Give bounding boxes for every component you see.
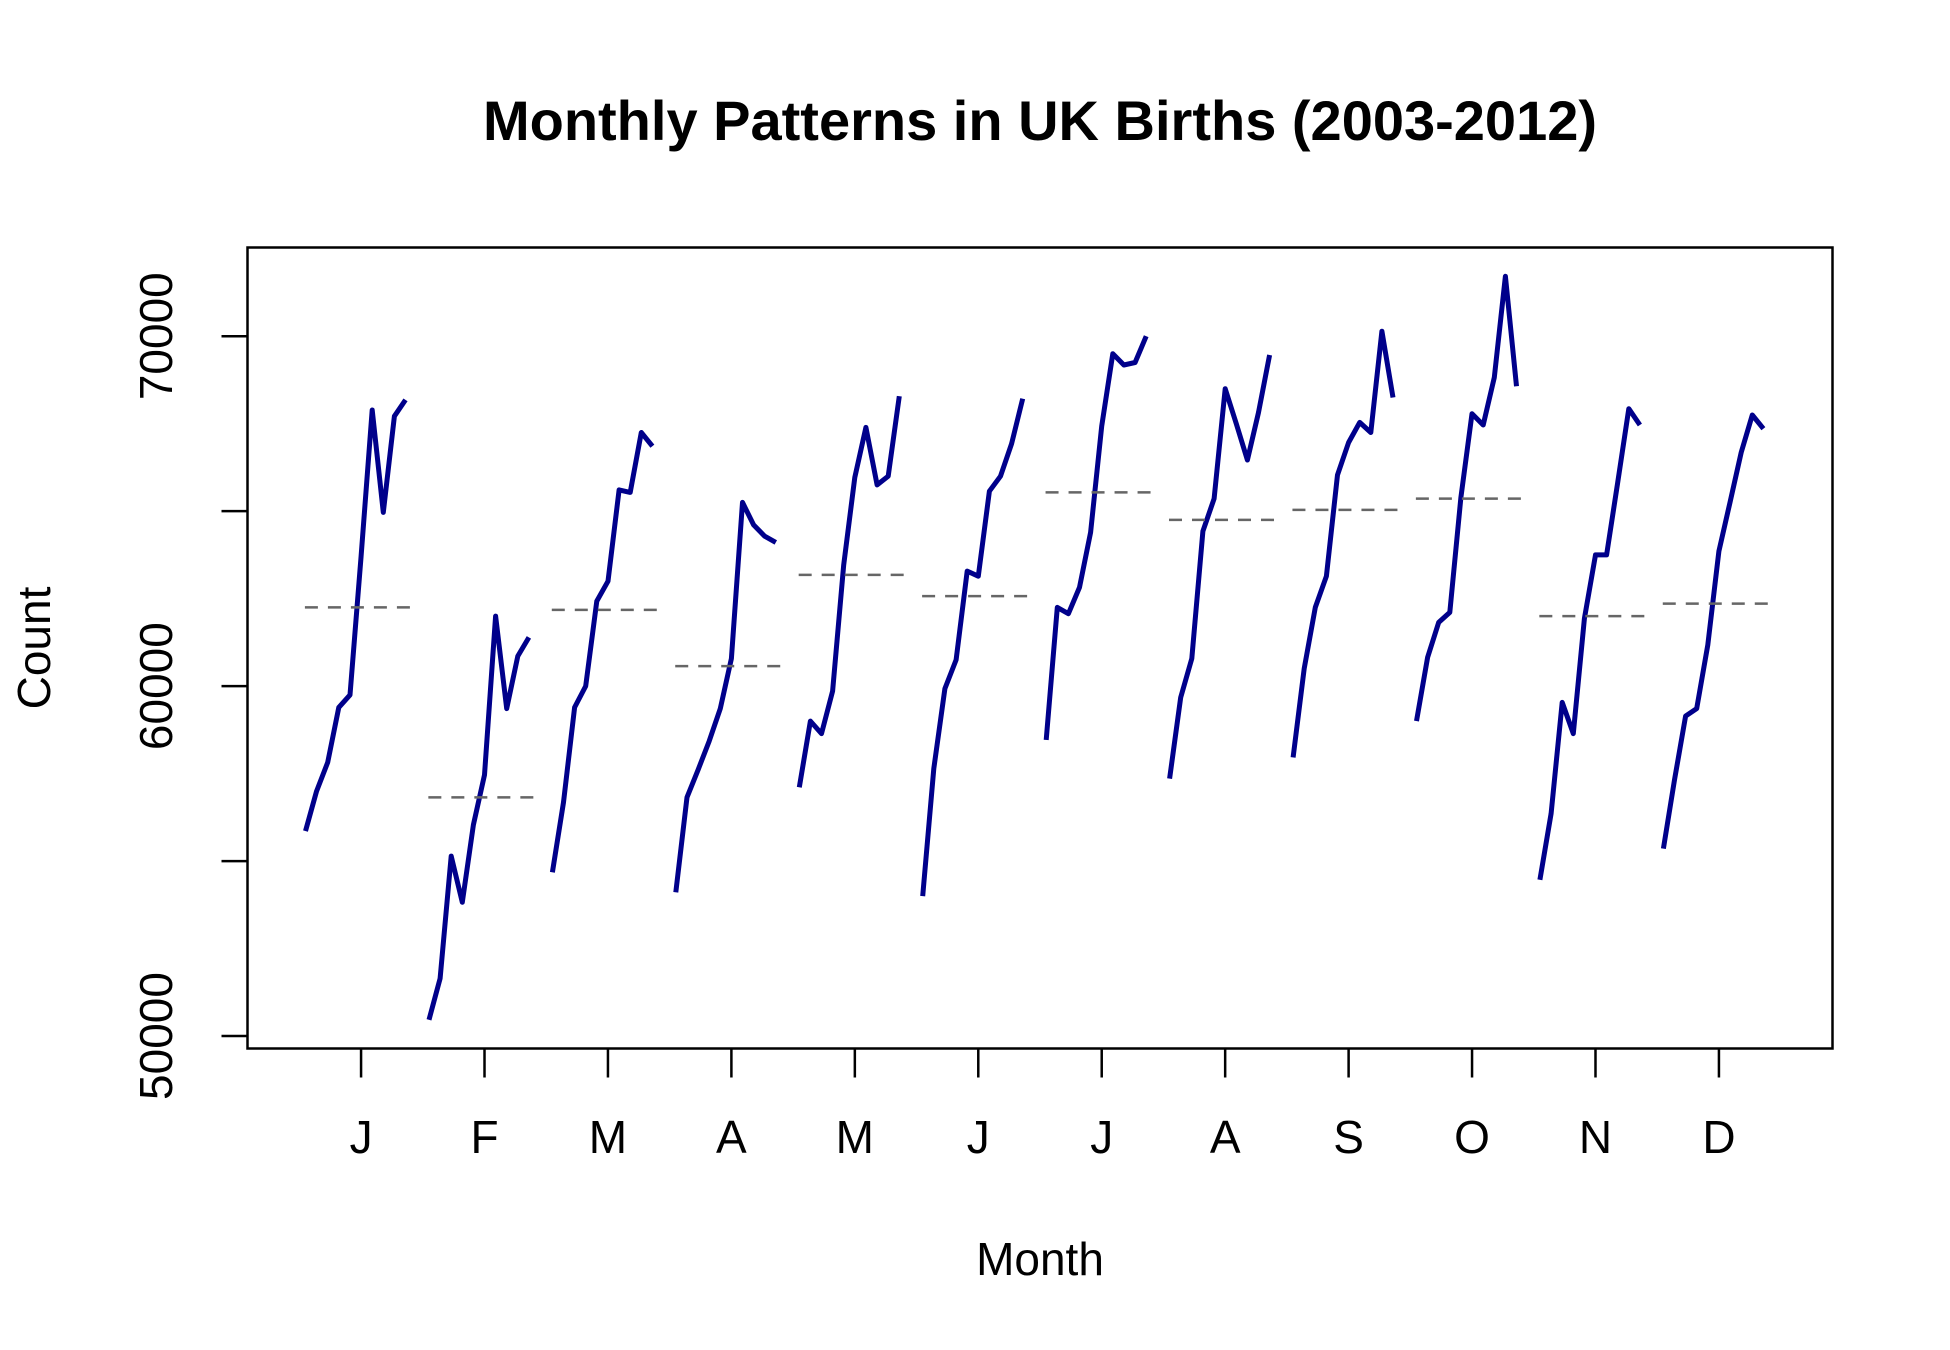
x-tick-label: D: [1702, 1111, 1735, 1163]
y-tick-label: 70000: [130, 272, 182, 400]
month-line: [1167, 354, 1273, 779]
x-tick-label: A: [1210, 1111, 1241, 1163]
month-line: [426, 613, 532, 1021]
month-line: [303, 398, 408, 832]
month-line: [549, 430, 655, 873]
month-line: [673, 499, 778, 893]
month-line: [920, 398, 1026, 897]
x-tick-label: N: [1579, 1111, 1612, 1163]
y-tick-label: 50000: [130, 972, 182, 1100]
x-tick-label: O: [1454, 1111, 1490, 1163]
month-line: [1290, 328, 1396, 758]
x-tick-label: M: [836, 1111, 874, 1163]
x-tick-label: J: [350, 1111, 373, 1163]
x-tick-label: S: [1333, 1111, 1364, 1163]
month-line: [1043, 335, 1149, 741]
x-tick-label: M: [589, 1111, 627, 1163]
y-tick-label: 60000: [130, 622, 182, 750]
month-line: [1414, 273, 1519, 722]
x-tick-label: F: [470, 1111, 498, 1163]
x-tick-label: J: [967, 1111, 990, 1163]
month-line: [1537, 406, 1642, 881]
month-line: [796, 395, 902, 788]
x-axis-label: Month: [976, 1233, 1104, 1285]
x-tick-label: A: [716, 1111, 747, 1163]
y-axis-label: Count: [8, 586, 60, 709]
plot-box: [246, 246, 1834, 1050]
chart-title: Monthly Patterns in UK Births (2003-2012…: [483, 89, 1597, 152]
month-line: [1660, 412, 1766, 849]
x-tick-label: J: [1090, 1111, 1113, 1163]
